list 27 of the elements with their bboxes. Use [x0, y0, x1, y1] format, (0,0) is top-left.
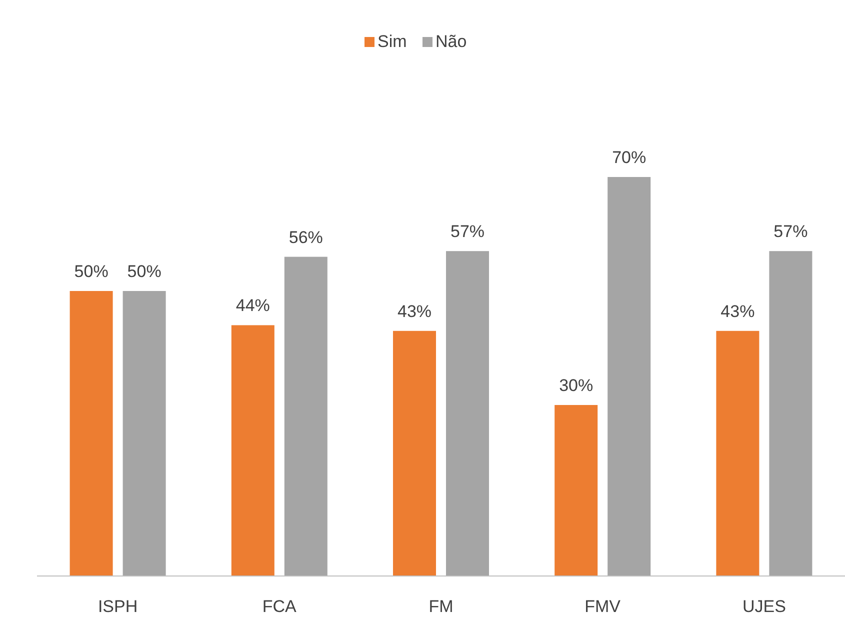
- bar: [393, 330, 436, 576]
- data-label: 44%: [236, 296, 270, 316]
- data-label: 70%: [612, 148, 646, 167]
- legend-label: Sim: [378, 32, 407, 51]
- bar: [446, 251, 489, 576]
- x-tick-label: FCA: [262, 597, 298, 616]
- data-label: 30%: [559, 376, 594, 395]
- bar: [70, 291, 113, 576]
- bar: [122, 291, 166, 576]
- bar: [231, 325, 274, 576]
- bar: [608, 177, 651, 576]
- bar: [554, 405, 598, 576]
- bar: [769, 251, 812, 576]
- x-tick-label: FM: [428, 597, 454, 616]
- data-label: 50%: [127, 262, 162, 281]
- data-label: 56%: [288, 228, 323, 247]
- data-label: 57%: [774, 222, 808, 242]
- bar: [716, 330, 760, 576]
- x-tick-label: ISPH: [98, 597, 138, 616]
- data-label: 57%: [450, 222, 485, 242]
- bar: [284, 256, 328, 576]
- data-label: 50%: [74, 262, 108, 281]
- x-tick-label: FMV: [584, 597, 622, 616]
- legend-label: Não: [436, 32, 467, 51]
- data-label: 43%: [397, 302, 432, 321]
- x-tick-label: UJES: [742, 597, 786, 616]
- data-label: 43%: [720, 302, 755, 321]
